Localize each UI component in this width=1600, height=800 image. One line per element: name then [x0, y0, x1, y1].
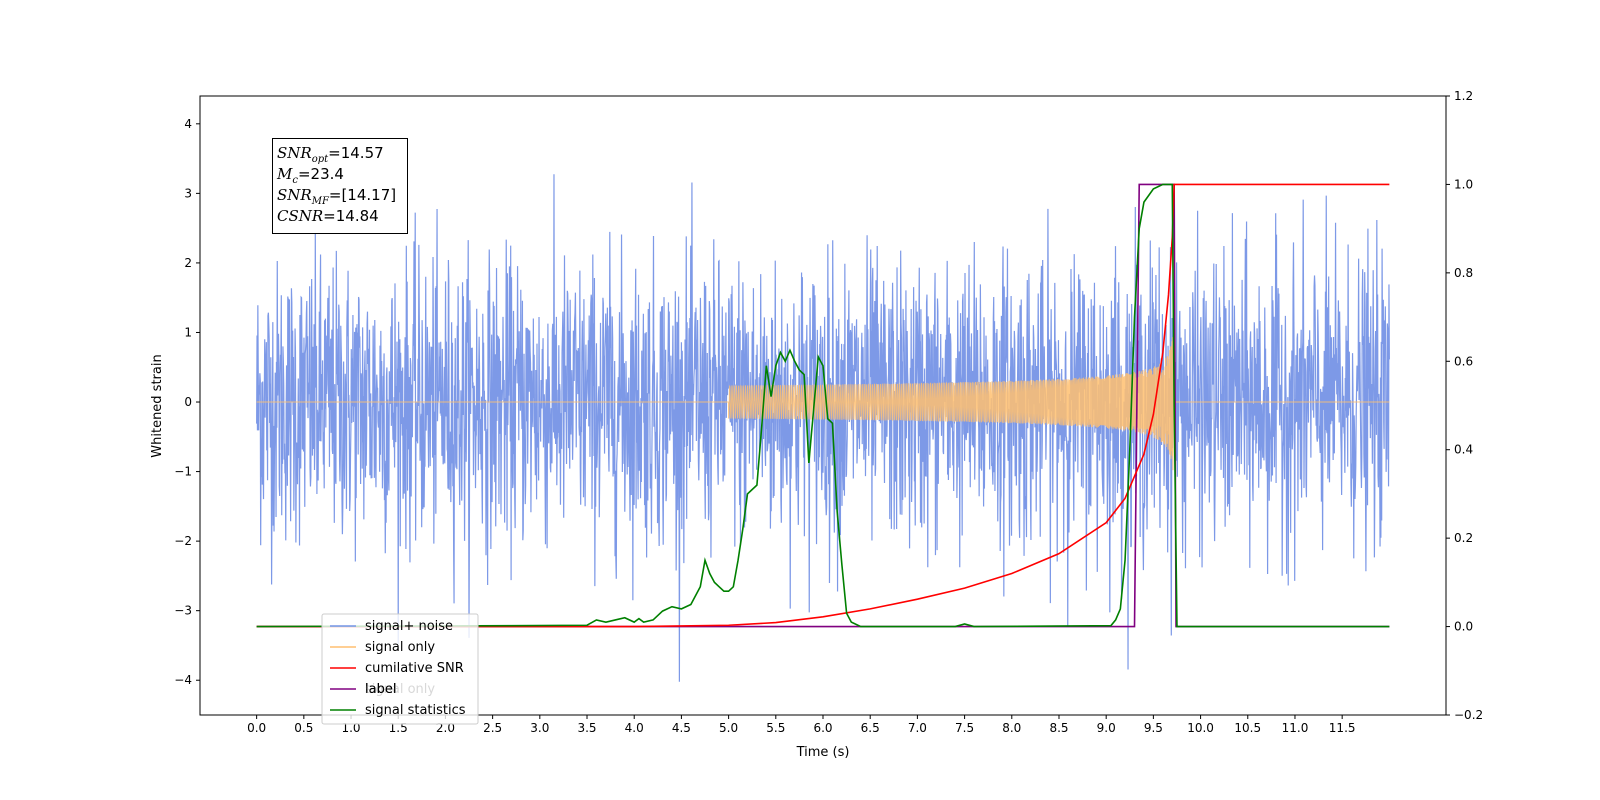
y-left-tick-label-5: −1 — [174, 465, 192, 479]
x-tick-label-22: 11.0 — [1282, 721, 1309, 735]
x-tick-label-10: 5.0 — [719, 721, 738, 735]
y-left-tick-label-0: 4 — [184, 117, 192, 131]
y-left-tick-label-1: 3 — [184, 186, 192, 200]
y-ticks-right: 1.2 1.0 0.8 0.6 0.4 0.2 0.0 −0.2 — [1446, 89, 1483, 722]
legend-label-front: label — [365, 682, 396, 697]
chirp-mass-line: Mc=23.4 — [277, 165, 344, 186]
x-tick-label-11: 5.5 — [766, 721, 785, 735]
legend-label-1: signal only — [365, 640, 435, 655]
x-tick-label-15: 7.5 — [955, 721, 974, 735]
legend-ghost-label: signal only — [365, 682, 435, 697]
x-tick-label-19: 9.5 — [1144, 721, 1163, 735]
snr-mf-line: SNRMF=[14.17] — [277, 186, 397, 207]
x-tick-label-9: 4.5 — [672, 721, 691, 735]
y-right-tick-label-1: 1.0 — [1454, 177, 1473, 191]
x-tick-label-5: 2.5 — [483, 721, 502, 735]
y-right-tick-label-4: 0.4 — [1454, 443, 1473, 457]
series-signal-statistics — [256, 183, 1390, 628]
y-left-tick-label-8: −4 — [174, 673, 192, 687]
legend-label-3: label — [365, 682, 396, 697]
y-left-tick-label-3: 1 — [184, 325, 192, 339]
y-right-tick-label-3: 0.6 — [1454, 354, 1473, 368]
y-left-tick-label-2: 2 — [184, 256, 192, 270]
series-signal-only — [256, 329, 1390, 471]
x-tick-label-21: 10.5 — [1234, 721, 1261, 735]
x-tick-label-0: 0.0 — [247, 721, 266, 735]
legend: signal+ noise signal only cumilative SNR la… — [321, 613, 479, 725]
y-left-tick-label-6: −2 — [174, 534, 192, 548]
x-axis-label: Time (s) — [796, 745, 850, 760]
x-tick-label-16: 8.0 — [1002, 721, 1021, 735]
x-tick-label-20: 10.0 — [1187, 721, 1214, 735]
y-right-tick-label-0: 1.2 — [1454, 89, 1473, 103]
y-axis-label: Whitened strain — [150, 354, 165, 457]
legend-label-4: signal statistics — [365, 703, 466, 718]
series-signal-noise — [256, 174, 1390, 682]
x-tick-label-8: 4.0 — [625, 721, 644, 735]
x-tick-label-23: 11.5 — [1329, 721, 1356, 735]
x-tick-label-12: 6.0 — [813, 721, 832, 735]
y-right-tick-label-7: −0.2 — [1454, 708, 1483, 722]
y-left-tick-label-7: −3 — [174, 604, 192, 618]
y-ticks-left: 4 3 2 1 0 −1 −2 −3 −4 — [174, 117, 200, 687]
stats-annotation-box: SNRopt=14.57 Mc=23.4 SNRMF=[14.17] CSNR=… — [272, 138, 408, 234]
x-tick-label-17: 8.5 — [1049, 721, 1068, 735]
x-tick-label-6: 3.0 — [530, 721, 549, 735]
csnr-line: CSNR=14.84 — [277, 207, 379, 225]
y-right-tick-label-2: 0.8 — [1454, 266, 1473, 280]
x-tick-label-1: 0.5 — [294, 721, 313, 735]
legend-label-2: cumilative SNR — [365, 661, 464, 676]
series-layer — [256, 174, 1390, 682]
y-right-tick-label-6: 0.0 — [1454, 620, 1473, 634]
y-right-tick-label-5: 0.2 — [1454, 531, 1473, 545]
legend-box — [321, 613, 479, 725]
x-tick-label-13: 6.5 — [861, 721, 880, 735]
x-tick-label-18: 9.0 — [1097, 721, 1116, 735]
y-left-tick-label-4: 0 — [184, 395, 192, 409]
legend-label-0: signal+ noise — [365, 619, 453, 634]
x-tick-label-7: 3.5 — [577, 721, 596, 735]
snr-opt-line: SNRopt=14.57 — [277, 144, 384, 165]
series-cumulative-snr — [256, 183, 1390, 628]
x-tick-label-14: 7.0 — [908, 721, 927, 735]
